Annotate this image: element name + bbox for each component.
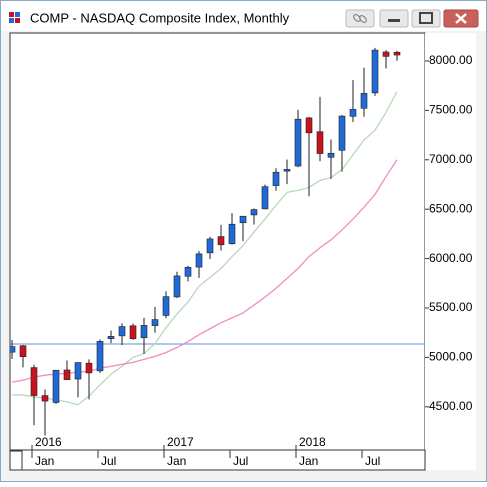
candle-body bbox=[371, 49, 379, 94]
x-tick-label: Jan bbox=[167, 454, 186, 468]
y-tick-label: 6500.00 bbox=[429, 201, 473, 215]
x-tick-label: Jul bbox=[101, 454, 116, 468]
candle-body bbox=[217, 236, 225, 246]
candle-body bbox=[360, 93, 368, 109]
candle-body bbox=[30, 367, 38, 396]
candle-body bbox=[129, 325, 137, 340]
candle-body bbox=[19, 345, 27, 358]
candle-body bbox=[349, 109, 357, 117]
maximize-button[interactable] bbox=[411, 9, 441, 28]
y-tick-label: 7500.00 bbox=[429, 103, 473, 117]
candle-body bbox=[162, 296, 170, 316]
y-tick-label: 8000.00 bbox=[429, 53, 473, 67]
y-tick-label: 5500.00 bbox=[429, 300, 473, 314]
candle-body bbox=[206, 238, 214, 254]
x-tick-label: Jul bbox=[365, 454, 380, 468]
candle-body bbox=[316, 131, 324, 154]
year-label: 2016 bbox=[35, 435, 62, 449]
candle-body bbox=[195, 253, 203, 268]
candle-body bbox=[294, 118, 302, 167]
candle-body bbox=[228, 223, 236, 245]
candle-body bbox=[338, 115, 346, 151]
candle-body bbox=[250, 209, 258, 216]
app-icon bbox=[9, 12, 20, 23]
candle-body bbox=[10, 346, 16, 353]
candle-body bbox=[239, 215, 247, 224]
candle-body bbox=[96, 341, 104, 372]
candle-body bbox=[272, 171, 280, 186]
candle-body bbox=[151, 319, 159, 326]
moving-average bbox=[12, 91, 398, 406]
x-tick-label: Jan bbox=[35, 454, 54, 468]
year-label: 2018 bbox=[299, 435, 326, 449]
candle-body bbox=[107, 336, 115, 339]
x-tick-label: Jan bbox=[299, 454, 318, 468]
minimize-button[interactable] bbox=[379, 9, 409, 28]
candle-body bbox=[283, 169, 291, 172]
y-tick-label: 4500.00 bbox=[429, 399, 473, 413]
candle-body bbox=[52, 369, 60, 403]
candle-body bbox=[41, 395, 49, 402]
candle-body bbox=[305, 117, 313, 134]
price-axis bbox=[425, 33, 476, 470]
y-tick-label: 7000.00 bbox=[429, 152, 473, 166]
plot-content bbox=[10, 47, 425, 436]
candle-body bbox=[85, 362, 93, 374]
corner-box bbox=[9, 450, 23, 471]
year-label: 2017 bbox=[167, 435, 194, 449]
x-tick-label: Jul bbox=[233, 454, 248, 468]
candle-body bbox=[118, 326, 126, 337]
candle-body bbox=[173, 275, 181, 298]
close-button[interactable] bbox=[443, 9, 479, 28]
candle-body bbox=[393, 51, 401, 56]
plot-area bbox=[9, 32, 426, 451]
y-tick-label: 5000.00 bbox=[429, 350, 473, 364]
plot: 4500.00 5000.00 5500.00 6000.00 6500.00 7000.… bbox=[10, 47, 473, 468]
candle-body bbox=[184, 266, 192, 277]
window-title: COMP - NASDAQ Composite Index, Monthly bbox=[30, 10, 290, 25]
candle-body bbox=[382, 51, 390, 57]
candle-body bbox=[261, 186, 269, 210]
y-tick-label: 6000.00 bbox=[429, 251, 473, 265]
candle-body bbox=[327, 152, 335, 158]
time-axis bbox=[9, 449, 426, 471]
candle-body bbox=[140, 325, 148, 339]
link-button[interactable] bbox=[345, 9, 375, 28]
candle-body bbox=[74, 362, 82, 380]
candle-body bbox=[63, 369, 71, 380]
